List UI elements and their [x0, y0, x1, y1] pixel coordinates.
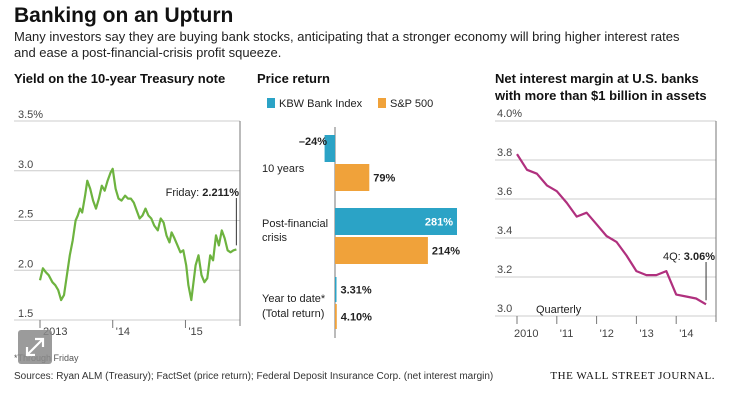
wsj-logo: THE WALL STREET JOURNAL.: [550, 370, 715, 382]
price-return-group-label: 10 years: [262, 163, 305, 175]
nim-chart-title-line1: Net interest margin at U.S. banks: [495, 71, 699, 86]
treasury-chart-title: Yield on the 10-year Treasury note: [14, 71, 226, 86]
nim-period-label: Quarterly: [536, 304, 582, 316]
nim-y-tick-label: 3.4: [497, 225, 512, 237]
bar-value-label: 79%: [373, 173, 395, 185]
kbw-bar: [335, 277, 337, 302]
nim-x-tick-label: '13: [639, 328, 653, 340]
treasury-yield-line: [38, 167, 237, 302]
bar-value-label: –24%: [299, 136, 327, 148]
expand-arrows-icon: [25, 337, 45, 357]
kbw-bar: [335, 208, 457, 235]
treasury-y-tick-label: 3.0: [18, 159, 33, 171]
treasury-annotation: Friday: 2.211%: [166, 187, 240, 199]
price-return-group-label: Year to date*: [262, 293, 326, 305]
treasury-y-tick-label: 2.0: [18, 258, 33, 270]
nim-x-tick-label: '12: [600, 328, 614, 340]
price-return-group-label: Post-financial: [262, 218, 328, 230]
legend-label-sp500: S&P 500: [390, 98, 433, 110]
treasury-x-tick-label: '15: [188, 326, 202, 338]
page-subtitle: Many investors say they are buying bank …: [14, 29, 680, 60]
nim-y-tick-label: 3.8: [497, 147, 512, 159]
nim-annotation: 4Q: 3.06%: [663, 251, 715, 263]
bar-value-label: 281%: [425, 217, 453, 229]
legend-swatch-sp500: [378, 98, 386, 108]
nim-y-tick-label: 3.0: [497, 303, 512, 315]
sp500-bar: [335, 304, 337, 329]
treasury-y-tick-label: 3.5%: [18, 109, 43, 121]
price-return-group-label: crisis: [262, 232, 288, 244]
kbw-bar: [324, 135, 335, 162]
nim-line: [516, 153, 707, 306]
nim-x-tick-label: '14: [679, 328, 693, 340]
sp500-bar: [335, 237, 428, 264]
bar-value-label: 214%: [432, 246, 460, 258]
nim-y-tick-label: 3.6: [497, 186, 512, 198]
nim-y-tick-label: 4.0%: [497, 108, 522, 120]
treasury-x-tick-label: '14: [116, 326, 130, 338]
treasury-y-tick-label: 2.5: [18, 209, 33, 221]
page-title: Banking on an Upturn: [14, 4, 234, 27]
nim-x-tick-label: '11: [560, 328, 574, 340]
bar-value-label: 3.31%: [341, 285, 372, 297]
legend-label-kbw: KBW Bank Index: [279, 98, 363, 110]
nim-chart-title-line2: with more than $1 billion in assets: [495, 88, 707, 103]
bar-value-label: 4.10%: [341, 312, 372, 324]
expand-button[interactable]: [18, 330, 52, 364]
treasury-y-tick-label: 1.5: [18, 308, 33, 320]
sources-note: Sources: Ryan ALM (Treasury); FactSet (p…: [14, 371, 494, 382]
price-return-group-label: (Total return): [262, 308, 324, 320]
legend-swatch-kbw: [267, 98, 275, 108]
nim-x-tick-label: 2010: [514, 328, 538, 340]
sp500-bar: [335, 164, 370, 191]
price-return-chart-title: Price return: [257, 71, 330, 86]
nim-y-tick-label: 3.2: [497, 264, 512, 276]
